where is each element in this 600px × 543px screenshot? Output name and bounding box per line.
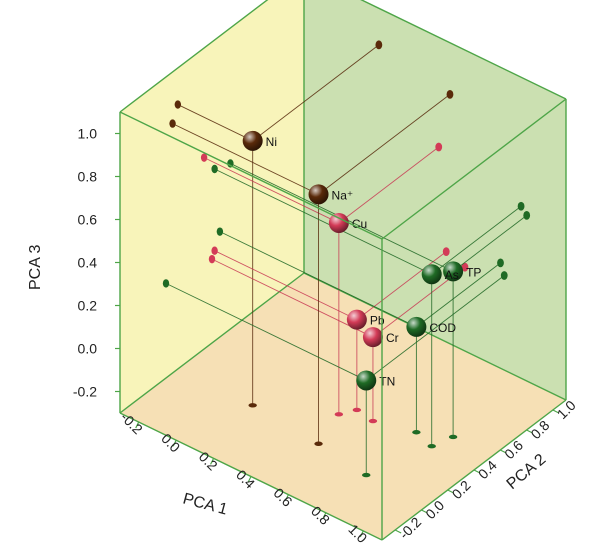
box-edge-back [119, 272, 305, 414]
projection-line [452, 215, 527, 272]
projection-line [416, 262, 501, 328]
projection-line [177, 104, 253, 142]
point-label: Cu [352, 217, 367, 231]
projection-line [172, 123, 319, 195]
projection-line [252, 44, 380, 142]
data-spheres: Ni Pb Cu Cr COD TP Na⁺ As TN [242, 130, 481, 391]
pca1-wall-shadow-marker [208, 254, 216, 264]
pca2-wall-shadow-marker [461, 262, 469, 272]
pca2-wall-shadow-marker [375, 40, 383, 50]
box-edge-front [360, 0, 567, 100]
projection-shadows [162, 40, 531, 478]
projection-line [365, 275, 505, 381]
box-back-edges [119, 0, 567, 414]
pca3-tick-label: 1.0 [78, 126, 98, 142]
pca3-tick-label: 0.4 [78, 255, 98, 271]
projection-line [203, 157, 340, 224]
box-edge-back [303, 272, 567, 401]
projection-line [338, 146, 440, 224]
floor-shadow-marker [248, 403, 257, 408]
pca1-wall-shadow-marker [174, 100, 182, 109]
projection-line [431, 205, 522, 275]
pca1-wall-shadow-marker [211, 246, 218, 255]
data-point-sphere [362, 327, 383, 348]
back-wall-pca2-plane [304, 0, 566, 400]
back-wall-pca1-plane [120, 0, 304, 413]
floor-pca3-plane [120, 273, 566, 540]
point-label: COD [429, 321, 456, 335]
projection-line [214, 250, 358, 321]
box-edge-front [119, 111, 383, 240]
data-point-sphere [406, 316, 427, 337]
data-point-sphere [242, 130, 263, 151]
pca3-tick-label: 0.6 [78, 212, 98, 228]
data-point-sphere [346, 309, 367, 330]
data-point-sphere [421, 264, 442, 285]
data-point-sphere [328, 212, 349, 233]
floor-shadow-marker [448, 434, 458, 440]
pca2-wall-shadow-marker [500, 271, 508, 280]
pca1-wall-shadow-marker [211, 164, 218, 174]
pca2-wall-shadow-marker [435, 142, 443, 152]
floor-shadow-marker [368, 418, 378, 424]
point-label: Ni [266, 135, 277, 149]
pca2-wall-shadow-marker [497, 258, 504, 268]
pca1-wall-shadow-marker [169, 119, 176, 128]
pca1-wall-shadow-marker [216, 227, 224, 236]
pca3-tick-label: -0.2 [73, 384, 97, 400]
point-label: As [445, 268, 459, 282]
data-point-sphere [356, 370, 377, 391]
projection-line [356, 251, 447, 321]
floor-shadow-marker [362, 472, 371, 478]
box-edge-front [381, 98, 567, 240]
point-label: Cr [386, 331, 399, 345]
pca1-axis-title: PCA 1 [181, 490, 229, 518]
pca2-wall-shadow-marker [442, 247, 450, 257]
data-point-sphere [308, 184, 329, 205]
floor-shadow-marker [314, 441, 323, 446]
projection-line [165, 282, 367, 381]
point-label: Pb [370, 314, 385, 328]
point-label: TN [379, 374, 395, 388]
floor-shadow-marker [352, 407, 362, 413]
pca1-wall-shadow-marker [200, 153, 208, 162]
pca2-wall-shadow-marker [446, 89, 454, 99]
point-label: Na⁺ [332, 188, 354, 202]
pca3-axis-title: PCA 3 [27, 245, 44, 290]
floor-shadow-marker [334, 412, 344, 417]
pca1-wall-shadow-marker [162, 279, 170, 288]
data-point-sphere [443, 261, 464, 282]
pca2-wall-shadow-marker [517, 201, 525, 211]
projection-line [214, 168, 432, 275]
point-label: TP [466, 265, 481, 279]
pca3-tick-label: 0.0 [78, 341, 98, 357]
projection-line [318, 93, 451, 195]
pca2-wall-shadow-marker [523, 211, 531, 220]
floor-shadow-marker [427, 444, 436, 449]
projection-line [211, 258, 374, 338]
pca3-tick-label: 0.8 [78, 169, 98, 185]
pca3-tick-label: 0.2 [78, 298, 98, 314]
floor-shadow-marker [412, 430, 421, 435]
box-edge-front [119, 0, 269, 113]
